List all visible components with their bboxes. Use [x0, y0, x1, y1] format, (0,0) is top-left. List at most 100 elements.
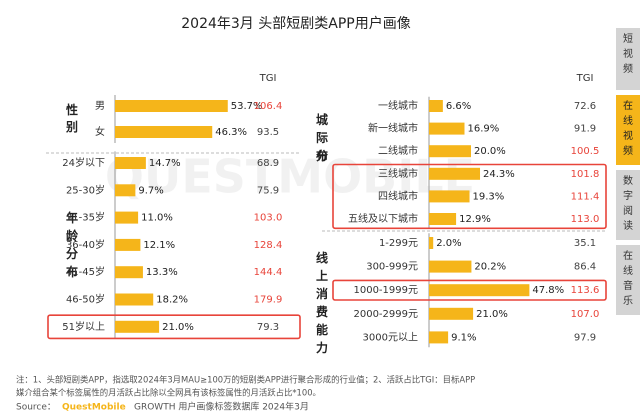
city-bar: [429, 145, 471, 158]
chart-title: 2024年3月 头部短剧类APP用户画像: [181, 15, 410, 32]
consumption-group-label: 线上消费能力: [316, 250, 328, 355]
source-rest: GROWTH 用户画像标签数据库 2024年3月: [134, 401, 309, 413]
city-tgi-value: 91.9: [574, 124, 596, 135]
side-tab[interactable]: [616, 95, 640, 165]
gender-bar: [115, 126, 213, 138]
age-tgi-value: 75.9: [257, 185, 279, 196]
age-highlight-box: [47, 314, 301, 340]
age-bar: [115, 157, 146, 169]
city-category-label: 一线城市: [378, 99, 418, 112]
city-value-label: 6.6%: [446, 101, 471, 112]
side-tab-label[interactable]: 在线音乐: [623, 250, 633, 307]
consumption-bar: [429, 307, 474, 320]
age-bar: [115, 184, 136, 197]
age-category-label: 31-35岁: [66, 211, 105, 224]
age-value-label: 12.1%: [143, 240, 175, 251]
consumption-tgi-value: 107.0: [571, 309, 600, 320]
consumption-bar: [429, 284, 530, 297]
gender-value-label: 53.7%: [231, 101, 263, 112]
city-tgi-value: 113.0: [571, 214, 600, 225]
city-value-label: 24.3%: [483, 169, 515, 180]
source-prefix: Source：: [16, 403, 56, 413]
age-category-label: 46-50岁: [66, 293, 105, 306]
city-bar: [429, 213, 457, 225]
gender-tgi-value: 93.5: [257, 127, 279, 138]
age-value-label: 14.7%: [149, 158, 181, 169]
consumption-category-label: 1000-1999元: [353, 285, 418, 296]
consumption-value-label: 2.0%: [436, 238, 461, 249]
age-category-label: 51岁以上: [62, 320, 105, 333]
city-value-label: 16.9%: [467, 124, 499, 135]
side-tab-label[interactable]: 数字阅读: [623, 174, 633, 232]
city-category-label: 五线及以下城市: [348, 212, 418, 225]
city-category-label: 二线城市: [378, 144, 418, 157]
age-bar: [115, 293, 154, 306]
note-line-2: 媒介组合某个标签属性的月活跃占比除以全网具有该标签属性的月活跃占比*100。: [16, 388, 321, 398]
consumption-bar: [429, 260, 472, 273]
age-tgi-value: 128.4: [254, 240, 283, 251]
city-tgi-value: 72.6: [574, 101, 596, 112]
city-bar: [429, 190, 470, 203]
age-tgi-value: 103.0: [254, 213, 283, 224]
consumption-value-label: 47.8%: [532, 285, 564, 296]
side-tab[interactable]: [616, 28, 640, 90]
consumption-category-label: 300-999元: [366, 262, 418, 273]
gender-category-label: 男: [95, 100, 105, 112]
city-tgi-value: 101.8: [571, 169, 600, 180]
tgi-header-left: TGI: [259, 73, 277, 84]
age-bar: [115, 320, 160, 333]
city-value-label: 12.9%: [459, 214, 491, 225]
gender-category-label: 女: [95, 125, 105, 138]
consumption-tgi-value: 35.1: [574, 238, 596, 249]
age-bar: [115, 211, 139, 224]
age-tgi-value: 79.3: [257, 322, 279, 333]
age-tgi-value: 68.9: [257, 158, 279, 169]
city-category-label: 四线城市: [378, 189, 418, 202]
gender-group-label: 性别: [65, 102, 78, 134]
side-tab-label[interactable]: 在线视频: [623, 100, 633, 157]
tgi-header-right: TGI: [576, 73, 594, 84]
city-category-label: 三线城市: [378, 167, 418, 180]
consumption-highlight-box: [332, 279, 607, 301]
city-highlight-box: [332, 163, 607, 230]
consumption-tgi-value: 86.4: [574, 262, 596, 273]
age-bar: [115, 238, 141, 251]
consumption-value-label: 21.0%: [476, 309, 508, 320]
age-category-label: 36-40岁: [66, 238, 105, 251]
age-bar: [115, 266, 143, 279]
age-tgi-value: 179.9: [254, 295, 283, 306]
city-bar: [429, 122, 465, 135]
gender-tgi-value: 106.4: [254, 101, 283, 112]
city-bar: [429, 100, 443, 112]
age-value-label: 13.3%: [146, 267, 178, 278]
consumption-category-label: 3000元以上: [363, 331, 418, 343]
city-bar: [429, 167, 481, 180]
consumption-category-label: 2000-2999元: [353, 309, 418, 320]
age-category-label: 25-30岁: [66, 183, 105, 196]
city-tgi-value: 111.4: [571, 191, 600, 202]
note-line-1: 注：1、头部短剧类APP，指选取2024年3月MAU≥100万的短剧类APP进行…: [16, 375, 475, 385]
gender-value-label: 46.3%: [215, 127, 247, 138]
consumption-category-label: 1-299元: [379, 238, 418, 249]
consumption-tgi-value: 113.6: [571, 285, 600, 296]
city-value-label: 19.3%: [473, 191, 505, 202]
consumption-tgi-value: 97.9: [574, 332, 596, 343]
consumption-bar: [429, 331, 449, 344]
watermark-text: QUESTMOBILE: [105, 150, 475, 204]
source-brand: QuestMobile: [62, 403, 126, 413]
city-tgi-value: 100.5: [571, 146, 600, 157]
age-value-label: 9.7%: [138, 185, 163, 196]
city-group-label: 城际分布: [316, 112, 328, 163]
age-tgi-value: 144.4: [254, 267, 283, 278]
side-tab-label[interactable]: 短视频: [623, 32, 633, 75]
side-tab[interactable]: [616, 245, 640, 315]
side-tab[interactable]: [616, 170, 640, 240]
consumption-value-label: 20.2%: [474, 262, 506, 273]
age-group-label: 年龄分布: [66, 210, 79, 279]
consumption-bar: [429, 237, 434, 249]
city-value-label: 20.0%: [474, 146, 506, 157]
age-value-label: 18.2%: [156, 295, 188, 306]
age-value-label: 21.0%: [162, 322, 194, 333]
